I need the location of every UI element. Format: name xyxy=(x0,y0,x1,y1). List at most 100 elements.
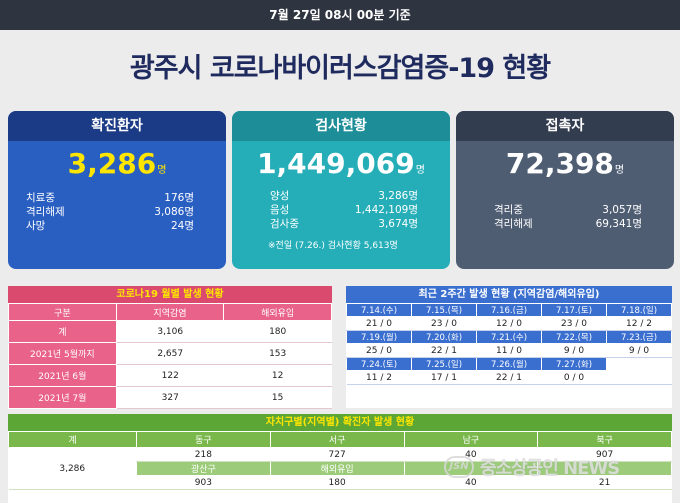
tests-total: 1,449,069명 xyxy=(257,147,425,180)
watermark-logo: JSN xyxy=(444,456,474,478)
date-header: 7.27.(화) xyxy=(541,357,607,371)
recent-table: 7.14.(수) 7.15.(목) 7.16.(금) 7.17.(토) 7.18… xyxy=(346,303,672,385)
total-header: 계 xyxy=(8,431,137,448)
cell: 218 xyxy=(136,447,271,462)
empty-cell xyxy=(606,357,672,371)
table-header: 구분 xyxy=(8,303,117,321)
watermark-text: 중소상공인 NEWS xyxy=(480,458,620,479)
confirmed-details: 치료중 176명 격리해제 3,086명 사망 24명 xyxy=(26,191,194,233)
row-label: 계 xyxy=(8,320,117,343)
confirmed-card-header: 확진환자 xyxy=(8,111,226,141)
cell: 153 xyxy=(223,342,332,365)
watermark: JSN 중소상공인 NEWS xyxy=(444,454,676,480)
recent-panel: 최근 2주간 발생 현황 (지역감염/해외유입) 7.14.(수) 7.15.(… xyxy=(346,286,672,408)
table-header: 해외유입 xyxy=(223,303,332,321)
tests-card: 검사현황 1,449,069명 양성 3,286명 음성 1,442,109명 검사… xyxy=(232,111,450,269)
cell: 180 xyxy=(270,475,404,490)
detail-row: 격리해제 69,341명 xyxy=(494,218,642,230)
detail-row: 치료중 176명 xyxy=(26,192,194,204)
cell: 22 / 1 xyxy=(476,370,542,385)
detail-row: 사망 24명 xyxy=(26,220,194,232)
date-header: 7.16.(금) xyxy=(476,303,542,317)
detail-row: 격리중 3,057명 xyxy=(494,204,642,216)
detail-row: 격리해제 3,086명 xyxy=(26,206,194,218)
row-label: 2021년 6월 xyxy=(8,364,117,387)
cell: 122 xyxy=(116,364,224,387)
date-header: 7.19.(월) xyxy=(346,330,412,344)
confirmed-card: 확진환자 3,286명 치료중 176명 격리해제 3,086명 사망 24명 xyxy=(8,111,226,269)
detail-row: 검사중 3,674명 xyxy=(270,218,418,230)
date-header: 7.26.(월) xyxy=(476,357,542,371)
date-row: 7.19.(월) 7.20.(화) 7.21.(수) 7.22.(목) 7.23… xyxy=(346,330,672,344)
cell: 903 xyxy=(136,475,271,490)
cell: 9 / 0 xyxy=(606,343,672,358)
tests-note: ※전일 (7.26.) 검사현황 5,613명 xyxy=(268,241,398,251)
cell: 180 xyxy=(223,320,332,343)
monthly-panel-title: 코로나19 월별 발생 현황 xyxy=(8,286,332,303)
row-label: 2021년 7월 xyxy=(8,386,117,409)
table-row: 2021년 6월 122 12 xyxy=(8,364,332,387)
confirmed-total: 3,286명 xyxy=(67,147,167,180)
table-row: 2021년 7월 327 15 xyxy=(8,386,332,409)
date-header: 7.22.(목) xyxy=(541,330,607,344)
cell: 21 xyxy=(537,475,672,490)
empty-cell xyxy=(606,370,672,385)
district-header: 해외유입 xyxy=(269,461,405,476)
value-row: 11 / 2 17 / 1 22 / 1 0 / 0 xyxy=(346,370,672,385)
cell: 2,657 xyxy=(116,342,224,365)
district-header: 광산구 xyxy=(136,461,271,476)
table-header: 지역감염 xyxy=(115,303,225,321)
cell: 23 / 0 xyxy=(541,316,607,331)
district-header xyxy=(537,461,672,476)
contacts-card: 접촉자 72,398명 격리중 3,057명 격리해제 69,341명 xyxy=(456,111,674,269)
date-header: 7.21.(수) xyxy=(476,330,542,344)
cell: 327 xyxy=(116,386,224,409)
date-header: 7.15.(목) xyxy=(411,303,477,317)
cell: 23 / 0 xyxy=(411,316,477,331)
cell: 727 xyxy=(270,447,404,462)
table-row: 계 3,106 180 xyxy=(8,320,332,343)
cell: 12 / 0 xyxy=(476,316,542,331)
tests-card-header: 검사현황 xyxy=(232,111,450,141)
reference-time-bar: 7월 27일 08시 00분 기준 xyxy=(0,0,680,30)
cell: 25 / 0 xyxy=(346,343,412,358)
district-header: 동구 xyxy=(136,431,271,448)
cell: 11 / 0 xyxy=(476,343,542,358)
cell: 3,106 xyxy=(116,320,224,343)
district-header: 서구 xyxy=(269,431,405,448)
value-row: 21 / 0 23 / 0 12 / 0 23 / 0 12 / 2 xyxy=(346,316,672,331)
cell: 9 / 0 xyxy=(541,343,607,358)
table-row: 903 180 40 21 xyxy=(9,475,672,490)
value-row: 25 / 0 22 / 1 11 / 0 9 / 0 9 / 0 xyxy=(346,343,672,358)
recent-panel-title: 최근 2주간 발생 현황 (지역감염/해외유입) xyxy=(346,286,672,303)
contacts-card-header: 접촉자 xyxy=(456,111,674,141)
detail-row: 양성 3,286명 xyxy=(270,190,418,202)
monthly-panel: 코로나19 월별 발생 현황 구분 지역감염 해외유입 계 3,106 180 … xyxy=(8,286,332,409)
date-row: 7.24.(토) 7.25.(일) 7.26.(월) 7.27.(화) xyxy=(346,357,672,371)
date-header: 7.14.(수) xyxy=(346,303,412,317)
cell: 22 / 1 xyxy=(411,343,477,358)
cell: 15 xyxy=(223,386,332,409)
date-header: 7.20.(화) xyxy=(411,330,477,344)
date-header: 7.23.(금) xyxy=(606,330,672,344)
contacts-details: 격리중 3,057명 격리해제 69,341명 xyxy=(494,203,642,231)
cell: 0 / 0 xyxy=(541,370,607,385)
date-header: 7.25.(일) xyxy=(411,357,477,371)
district-panel-title: 자치구별(지역별) 확진자 발생 현황 xyxy=(8,414,672,431)
cell: 21 / 0 xyxy=(346,316,412,331)
cell: 12 / 2 xyxy=(606,316,672,331)
district-header: 북구 xyxy=(537,431,672,448)
detail-row: 음성 1,442,109명 xyxy=(270,204,418,216)
contacts-total: 72,398명 xyxy=(505,147,625,180)
monthly-table: 구분 지역감염 해외유입 계 3,106 180 2021년 5월까지 2,65… xyxy=(8,303,332,409)
district-table: 계 동구 서구 남구 북구 3,286 218 727 40 907 광산구 해… xyxy=(8,431,672,490)
tests-details: 양성 3,286명 음성 1,442,109명 검사중 3,674명 xyxy=(270,189,418,231)
row-label: 2021년 5월까지 xyxy=(8,342,117,365)
cell: 17 / 1 xyxy=(411,370,477,385)
table-row: 2021년 5월까지 2,657 153 xyxy=(8,342,332,365)
cell: 12 xyxy=(223,364,332,387)
date-header: 7.24.(토) xyxy=(346,357,412,371)
district-header: 남구 xyxy=(403,431,539,448)
district-panel: 자치구별(지역별) 확진자 발생 현황 계 동구 서구 남구 북구 3,286 … xyxy=(8,414,672,503)
cell: 40 xyxy=(404,475,538,490)
